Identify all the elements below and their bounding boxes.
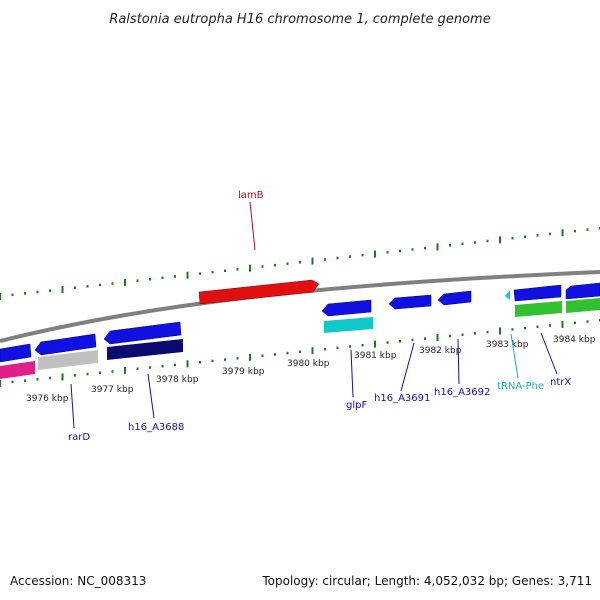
- tick-label: 3980 kbp: [287, 359, 330, 369]
- leader-lines: [70, 201, 558, 429]
- footer-accession: Accession: NC_008313: [10, 574, 146, 588]
- block-cyan[interactable]: [324, 317, 373, 333]
- block-navy[interactable]: [107, 339, 183, 360]
- gene-lamB[interactable]: [198, 279, 320, 305]
- gene-left-edge[interactable]: [0, 343, 32, 363]
- tick-label: 3984 kbp: [553, 335, 596, 345]
- block-magenta[interactable]: [0, 361, 35, 379]
- kbp-scale: 3976 kbp 3977 kbp 3978 kbp 3979 kbp 3980…: [26, 335, 596, 404]
- gene-h16_A3688[interactable]: [103, 321, 182, 345]
- label-h16_A3691[interactable]: h16_A3691: [374, 393, 430, 404]
- gene-right-edge[interactable]: [565, 282, 600, 300]
- label-glpF[interactable]: glpF: [346, 400, 367, 411]
- label-tRNA-Phe[interactable]: tRNA-Phe: [497, 381, 544, 392]
- gene-h16_A3691[interactable]: [388, 294, 432, 310]
- tick-label: 3981 kbp: [354, 351, 397, 361]
- block-green-1[interactable]: [515, 301, 562, 317]
- label-h16_A3688[interactable]: h16_A3688: [128, 422, 184, 433]
- gene-tRNA-Phe[interactable]: [505, 290, 510, 300]
- reverse-features[interactable]: [0, 290, 600, 379]
- gene-ntrX[interactable]: [513, 284, 562, 302]
- label-ntrX[interactable]: ntrX: [550, 377, 571, 388]
- label-lamB[interactable]: lamB: [238, 190, 264, 201]
- map-title: Ralstonia eutropha H16 chromosome 1, com…: [109, 12, 490, 27]
- tick-label: 3979 kbp: [222, 367, 265, 377]
- block-gray[interactable]: [38, 350, 98, 370]
- tick-label: 3982 kbp: [419, 346, 462, 356]
- footer-summary: Topology: circular; Length: 4,052,032 bp…: [261, 574, 592, 588]
- label-rarD[interactable]: rarD: [68, 432, 90, 443]
- gene-rarD[interactable]: [34, 333, 97, 356]
- outer-tick-ring: [0, 227, 600, 300]
- gene-glpF[interactable]: [321, 299, 372, 317]
- inner-tick-ring: [0, 319, 600, 387]
- tick-label: 3983 kbp: [486, 340, 529, 350]
- tick-label: 3976 kbp: [26, 394, 69, 404]
- tick-label: 3977 kbp: [91, 385, 134, 395]
- block-green-2[interactable]: [566, 298, 600, 313]
- label-h16_A3692[interactable]: h16_A3692: [434, 387, 490, 398]
- tick-label: 3978 kbp: [156, 375, 199, 385]
- gene-h16_A3692[interactable]: [437, 290, 472, 306]
- gene-labels: lamB rarD h16_A3688 glpF h16_A3691 h16_A…: [68, 190, 571, 443]
- forward-features[interactable]: [198, 279, 600, 305]
